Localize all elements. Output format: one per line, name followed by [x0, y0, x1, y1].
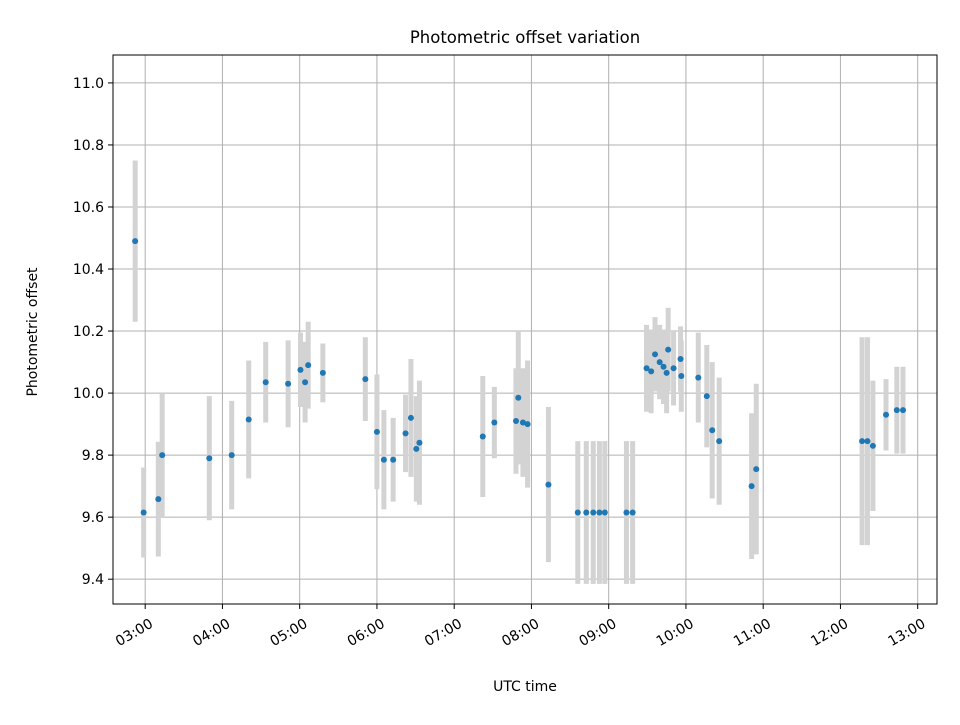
data-point — [623, 509, 630, 516]
data-point — [648, 368, 655, 375]
data-point — [402, 430, 409, 437]
data-point — [590, 509, 597, 516]
data-point — [677, 355, 684, 362]
data-point — [297, 366, 304, 373]
data-point — [512, 418, 519, 424]
data-point — [574, 509, 581, 516]
data-point — [656, 359, 663, 366]
data-point — [893, 407, 900, 414]
data-point — [413, 445, 420, 452]
data-point — [407, 414, 414, 421]
data-point — [678, 373, 685, 380]
data-point — [319, 369, 326, 376]
data-point — [670, 365, 677, 372]
y-axis-ticks: 9.4 9.6 9.8 10.0 10.2 10.4 10.6 10.8 11.0 — [73, 76, 113, 588]
data-point — [748, 483, 755, 490]
data-point — [695, 374, 702, 381]
data-point — [362, 376, 369, 383]
data-point — [545, 481, 552, 488]
y-tick-label: 11.0 — [73, 76, 104, 92]
data-point — [883, 411, 890, 418]
data-point — [864, 438, 871, 445]
y-tick-label: 9.8 — [82, 448, 104, 464]
y-tick-label: 9.4 — [82, 572, 104, 588]
data-point — [515, 394, 522, 401]
data-point — [479, 433, 486, 440]
y-tick-label: 9.6 — [82, 510, 104, 526]
data-point — [601, 509, 608, 516]
data-point — [859, 438, 866, 445]
chart-title: Photometric offset variation — [410, 28, 640, 47]
data-point — [416, 439, 423, 446]
data-point — [373, 428, 380, 435]
data-point — [285, 380, 292, 387]
data-point — [596, 509, 603, 516]
data-point — [753, 466, 760, 473]
data-point — [155, 496, 162, 503]
data-point — [390, 456, 397, 463]
data-point — [262, 379, 269, 386]
data-point — [305, 362, 312, 369]
data-point — [524, 421, 531, 428]
data-point — [140, 509, 147, 516]
y-tick-label: 10.4 — [73, 262, 104, 278]
data-points — [132, 238, 907, 516]
y-tick-label: 10.8 — [73, 138, 104, 154]
data-point — [869, 442, 876, 449]
y-tick-label: 10.0 — [73, 386, 104, 402]
y-tick-label: 10.6 — [73, 200, 104, 216]
data-point — [703, 393, 710, 400]
data-point — [665, 346, 672, 353]
data-point — [900, 407, 907, 414]
data-point — [206, 455, 213, 462]
data-point — [491, 419, 498, 426]
data-point — [302, 379, 309, 386]
y-tick-label: 10.2 — [73, 324, 104, 340]
plot-frame — [112, 54, 938, 605]
data-point — [652, 351, 659, 358]
data-point — [228, 452, 235, 459]
data-point — [643, 365, 650, 372]
data-point — [629, 509, 636, 516]
data-point — [709, 427, 716, 434]
x-axis-label: UTC time — [493, 679, 557, 695]
data-point — [159, 452, 166, 459]
data-point — [663, 369, 670, 376]
data-point — [245, 416, 252, 423]
data-point — [380, 456, 387, 463]
data-point — [132, 238, 139, 245]
y-axis-label: Photometric offset — [25, 267, 41, 397]
data-point — [660, 363, 667, 370]
data-point — [716, 438, 723, 445]
data-point — [583, 509, 590, 516]
data-point — [519, 419, 526, 426]
